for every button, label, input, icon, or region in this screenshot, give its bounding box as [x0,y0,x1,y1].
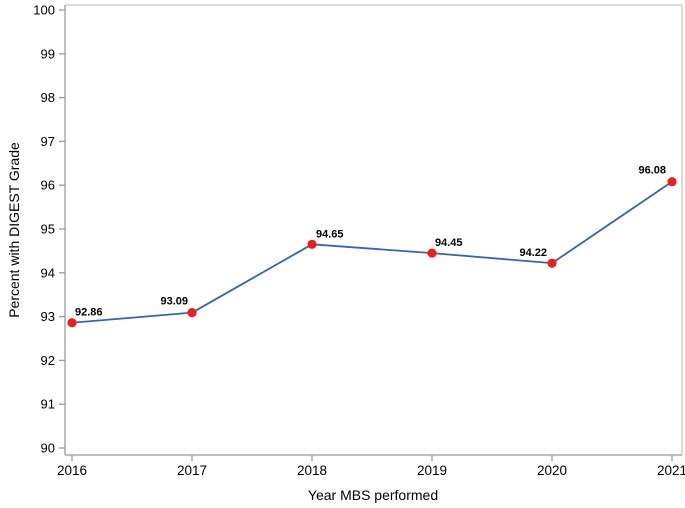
y-axis-tick-label: 90 [41,441,55,456]
data-point-label: 93.09 [160,296,188,308]
x-axis-tick-label: 2017 [177,463,207,478]
y-axis-tick-label: 99 [41,46,55,61]
x-axis-tick-label: 2019 [417,463,447,478]
data-point-marker [427,248,437,258]
data-point-label: 92.86 [75,307,103,319]
x-axis-tick-label: 2016 [57,463,87,478]
data-point-marker [187,308,197,318]
y-axis-tick-label: 95 [41,222,55,237]
data-point-marker [67,318,77,328]
y-axis-tick-label: 100 [33,3,55,18]
x-axis-tick-label: 2021 [657,463,685,478]
data-point-marker [667,177,677,187]
y-axis-tick-label: 93 [41,309,55,324]
y-axis-tick-label: 94 [41,265,55,280]
y-axis-tick-label: 92 [41,353,55,368]
data-point-label: 96.08 [638,165,666,177]
y-axis-tick-label: 96 [41,178,55,193]
y-axis-tick-label: 91 [41,397,55,412]
y-axis-tick-label: 98 [41,90,55,105]
data-point-label: 94.22 [519,247,547,259]
x-axis-tick-label: 2018 [297,463,327,478]
data-point-label: 94.45 [435,237,463,249]
data-point-marker [547,258,557,268]
x-axis-title: Year MBS performed [307,487,439,503]
x-axis-tick-label: 2020 [537,463,567,478]
y-axis-tick-label: 97 [41,134,55,149]
data-point-label: 94.65 [316,228,344,240]
data-point-marker [307,239,317,249]
series-line [71,180,673,324]
